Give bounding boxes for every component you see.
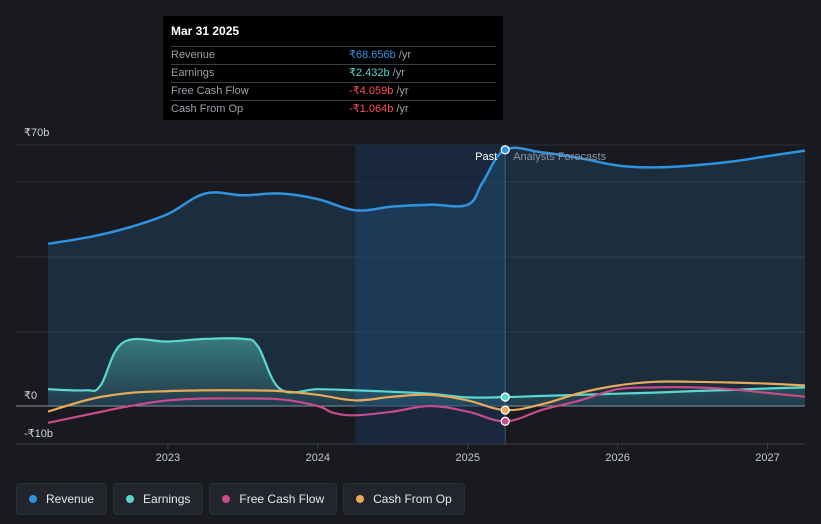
earnings-dot-icon (126, 495, 135, 503)
tooltip-unit: /yr (396, 103, 409, 115)
legend-label: Free Cash Flow (239, 492, 325, 506)
tooltip-row-earnings: Earnings ₹2.432b /yr (171, 64, 496, 82)
y-tick-label: ₹0 (24, 390, 37, 402)
legend-label: Earnings (143, 492, 191, 506)
forecast-label: Analysts Forecasts (513, 151, 606, 163)
legend: Revenue Earnings Free Cash Flow Cash Fro… (16, 483, 471, 515)
tooltip: Mar 31 2025 Revenue ₹68.656b /yr Earning… (163, 16, 503, 120)
x-tick-label: 2027 (755, 452, 779, 464)
free-cash-flow-marker (500, 416, 510, 426)
tooltip-label: Free Cash Flow (171, 85, 249, 97)
tooltip-label: Earnings (171, 67, 215, 79)
tooltip-row-cash-from-op: Cash From Op -₹1.064b /yr (171, 100, 496, 118)
earnings-line (47, 337, 806, 399)
earnings-marker (500, 392, 510, 402)
x-tick-label: 2024 (306, 452, 330, 464)
x-tick-label: 2023 (156, 452, 180, 464)
tooltip-value: -₹1.064b (349, 103, 394, 115)
legend-item-earnings[interactable]: Earnings (113, 483, 204, 515)
tooltip-value: ₹2.432b (349, 67, 390, 79)
revenue-line (47, 146, 806, 246)
free-cash-flow-line (47, 386, 806, 424)
cash-from-op-line (47, 380, 806, 413)
y-tick-label: ₹70b (24, 127, 49, 139)
legend-item-free-cash-flow[interactable]: Free Cash Flow (209, 483, 338, 515)
tooltip-label: Revenue (171, 49, 216, 61)
legend-label: Revenue (46, 492, 95, 506)
y-tick-label: -₹10b (24, 428, 53, 440)
tooltip-value: ₹68.656b (349, 49, 396, 61)
tooltip-unit: /yr (392, 67, 405, 79)
past-label: Past (475, 151, 497, 163)
earnings-area (48, 338, 805, 406)
revenue-marker (500, 145, 510, 155)
legend-label: Cash From Op (373, 492, 452, 506)
cash-from-op-dot-icon (356, 495, 365, 503)
tooltip-row-revenue: Revenue ₹68.656b /yr (171, 46, 496, 64)
tooltip-value: -₹4.059b (349, 85, 394, 97)
tooltip-date: Mar 31 2025 (171, 24, 240, 38)
cash-from-op-marker (500, 405, 510, 415)
tooltip-label: Cash From Op (171, 103, 244, 115)
tooltip-row-free-cash-flow: Free Cash Flow -₹4.059b /yr (171, 82, 496, 100)
x-tick-label: 2025 (455, 452, 479, 464)
revenue-dot-icon (29, 495, 37, 503)
legend-item-cash-from-op[interactable]: Cash From Op (343, 483, 465, 515)
free-cash-flow-dot-icon (222, 495, 231, 503)
legend-item-revenue[interactable]: Revenue (16, 483, 108, 515)
tooltip-unit: /yr (396, 85, 409, 97)
x-tick-label: 2026 (605, 452, 629, 464)
tooltip-unit: /yr (398, 49, 411, 61)
